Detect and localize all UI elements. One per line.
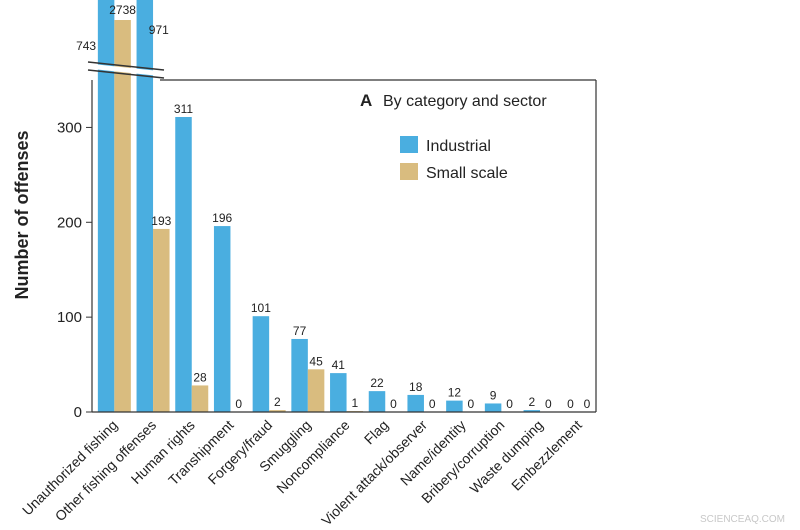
y-tick-label: 0 — [74, 404, 82, 421]
value-label: 0 — [390, 397, 397, 411]
bar — [446, 400, 463, 412]
legend-swatch — [400, 163, 418, 180]
bar — [291, 338, 308, 412]
value-label: 9 — [490, 388, 497, 402]
bar — [484, 403, 502, 412]
axis-break-gap — [88, 63, 164, 77]
value-label: 0 — [468, 397, 475, 411]
y-tick-label: 300 — [57, 119, 82, 136]
bar — [114, 20, 131, 412]
chart-title: By category and sector — [383, 93, 547, 110]
value-label: 193 — [151, 214, 171, 228]
value-label: 18 — [409, 380, 423, 394]
bar — [368, 391, 386, 412]
value-label: 0 — [545, 397, 552, 411]
value-label: 22 — [370, 376, 384, 390]
axis-break — [87, 69, 165, 79]
bar — [213, 226, 231, 412]
value-label: 28 — [193, 370, 207, 384]
plot — [97, 0, 541, 412]
value-label: 41 — [332, 358, 346, 372]
bar — [252, 316, 270, 412]
value-label: 0 — [506, 397, 513, 411]
value-label: 0 — [567, 397, 574, 411]
bar — [269, 410, 286, 412]
value-label: 1 — [351, 396, 358, 410]
y-axis-label: Number of offenses — [12, 130, 32, 299]
bar — [153, 228, 170, 412]
y-tick-label: 200 — [57, 214, 82, 231]
value-label: 0 — [429, 397, 436, 411]
x-tick-label: Flag — [361, 417, 392, 448]
value-label: 77 — [293, 324, 307, 338]
bar — [330, 373, 347, 412]
axis-break — [87, 61, 165, 71]
value-label: 101 — [251, 301, 271, 315]
bar — [307, 369, 325, 412]
watermark: SCIENCEAQ.COM — [700, 514, 785, 525]
value-label: 12 — [448, 386, 462, 400]
bar — [523, 410, 541, 412]
value-label: 45 — [309, 354, 323, 368]
value-label: 2 — [274, 395, 281, 409]
value-label: 0 — [584, 397, 591, 411]
value-label: 743 — [76, 39, 96, 53]
bar — [191, 385, 209, 412]
y-tick-label: 100 — [57, 309, 82, 326]
bar — [97, 0, 115, 412]
bar — [136, 0, 154, 412]
x-tick-label: Embezzlement — [508, 417, 585, 494]
value-label: 2 — [528, 395, 535, 409]
legend-label: Small scale — [426, 165, 508, 182]
bar — [407, 394, 424, 412]
value-label: 971 — [149, 23, 169, 37]
value-label: 311 — [174, 102, 193, 116]
bar — [175, 116, 192, 412]
legend-label: Industrial — [426, 138, 491, 155]
value-label: 0 — [235, 397, 242, 411]
legend-swatch — [400, 136, 418, 153]
value-label: 2738 — [109, 3, 136, 17]
value-label: 196 — [212, 211, 232, 225]
panel-letter: A — [360, 91, 372, 110]
